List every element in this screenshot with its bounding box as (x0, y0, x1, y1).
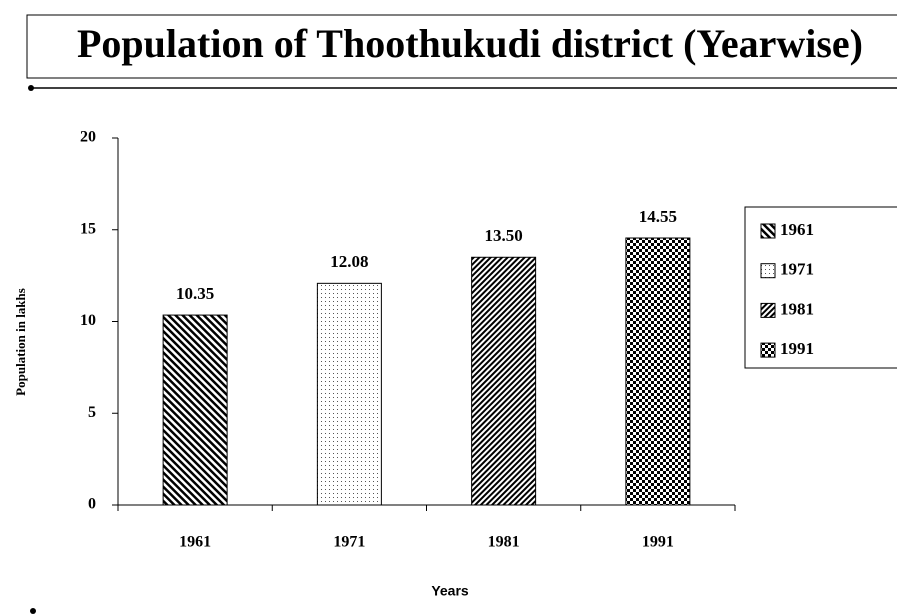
x-tick-label: 1991 (642, 534, 674, 551)
legend-swatch (760, 302, 776, 318)
bullet (30, 608, 36, 614)
legend-swatch (760, 342, 776, 358)
bar (625, 237, 691, 506)
legend-label: 1991 (780, 339, 814, 358)
bar (471, 256, 537, 506)
y-tick-label: 0 (88, 496, 96, 513)
x-tick-label: 1971 (333, 534, 365, 551)
value-label: 12.08 (330, 252, 368, 271)
legend-swatch (760, 223, 776, 239)
value-label: 10.35 (176, 284, 214, 303)
legend-label: 1961 (780, 220, 814, 239)
legend-swatch (760, 263, 776, 279)
bar (162, 314, 228, 506)
legend-label: 1981 (780, 299, 814, 318)
y-axis-label: Population in lakhs (13, 288, 28, 396)
value-label: 14.55 (639, 207, 677, 226)
title-box (26, 14, 897, 79)
y-tick-label: 10 (80, 312, 96, 329)
value-label: 13.50 (485, 226, 523, 245)
y-tick-label: 20 (80, 129, 96, 146)
x-tick-label: 1961 (179, 534, 211, 551)
chart-title: Population of Thoothukudi district (Year… (77, 21, 863, 66)
y-tick-label: 5 (88, 404, 96, 421)
bar (316, 282, 382, 506)
bullet (28, 85, 34, 91)
y-tick-label: 15 (80, 220, 96, 237)
legend-label: 1971 (780, 260, 814, 279)
x-axis-label: Years (431, 583, 469, 599)
x-tick-label: 1981 (488, 534, 520, 551)
